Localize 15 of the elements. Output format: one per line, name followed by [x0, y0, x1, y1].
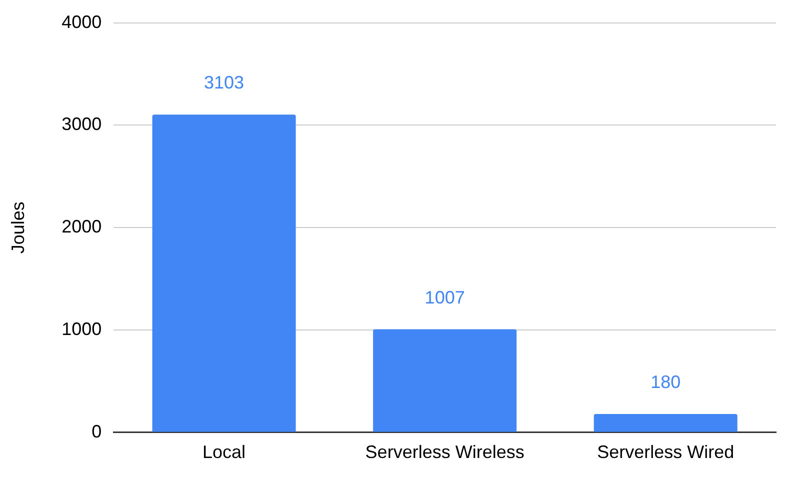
y-tick-label: 3000 — [62, 114, 102, 134]
y-tick-label: 4000 — [62, 12, 102, 32]
data-label: 180 — [650, 372, 681, 392]
y-tick-label: 1000 — [62, 318, 102, 339]
data-label: 3103 — [204, 72, 244, 93]
y-tick-label: 2000 — [62, 216, 102, 237]
x-tick-label: Local — [202, 442, 246, 462]
x-tick-label: Serverless Wireless — [365, 442, 524, 462]
bar — [594, 414, 738, 432]
y-axis-title: Joules — [8, 202, 28, 254]
y-tick-label: 0 — [92, 421, 102, 442]
bar — [373, 329, 517, 432]
x-tick-label: Serverless Wired — [597, 442, 734, 462]
bar — [152, 114, 296, 432]
data-label: 1007 — [424, 287, 465, 308]
